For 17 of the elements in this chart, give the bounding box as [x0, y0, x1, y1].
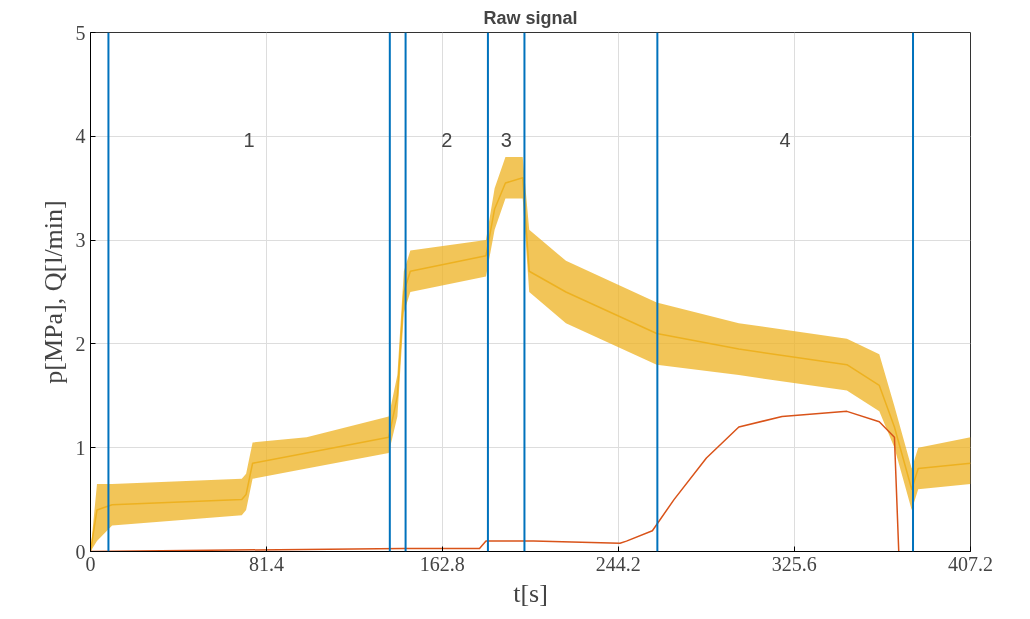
- x-tick-label: 244.2: [595, 552, 641, 575]
- y-tick-label: 3: [75, 229, 86, 252]
- y-tick-label: 2: [75, 332, 86, 355]
- annotation: 4: [779, 128, 791, 151]
- x-tick-label: 81.4: [248, 552, 284, 575]
- y-tick-label: 4: [75, 125, 86, 148]
- x-tick-label: 325.6: [771, 552, 817, 575]
- x-tick-label: 407.2: [948, 552, 993, 575]
- y-axis-title: p[MPa], Q[l/min]: [38, 200, 68, 384]
- annotation: 3: [500, 128, 512, 151]
- chart-title: Raw signal: [483, 7, 578, 28]
- y-tick-label: 1: [75, 436, 86, 459]
- annotation: 1: [243, 128, 255, 151]
- x-axis-title: t[s]: [513, 578, 548, 608]
- y-tick-label: 5: [75, 21, 86, 44]
- annotation: 2: [441, 128, 453, 151]
- x-tick-label: 162.8: [419, 552, 465, 575]
